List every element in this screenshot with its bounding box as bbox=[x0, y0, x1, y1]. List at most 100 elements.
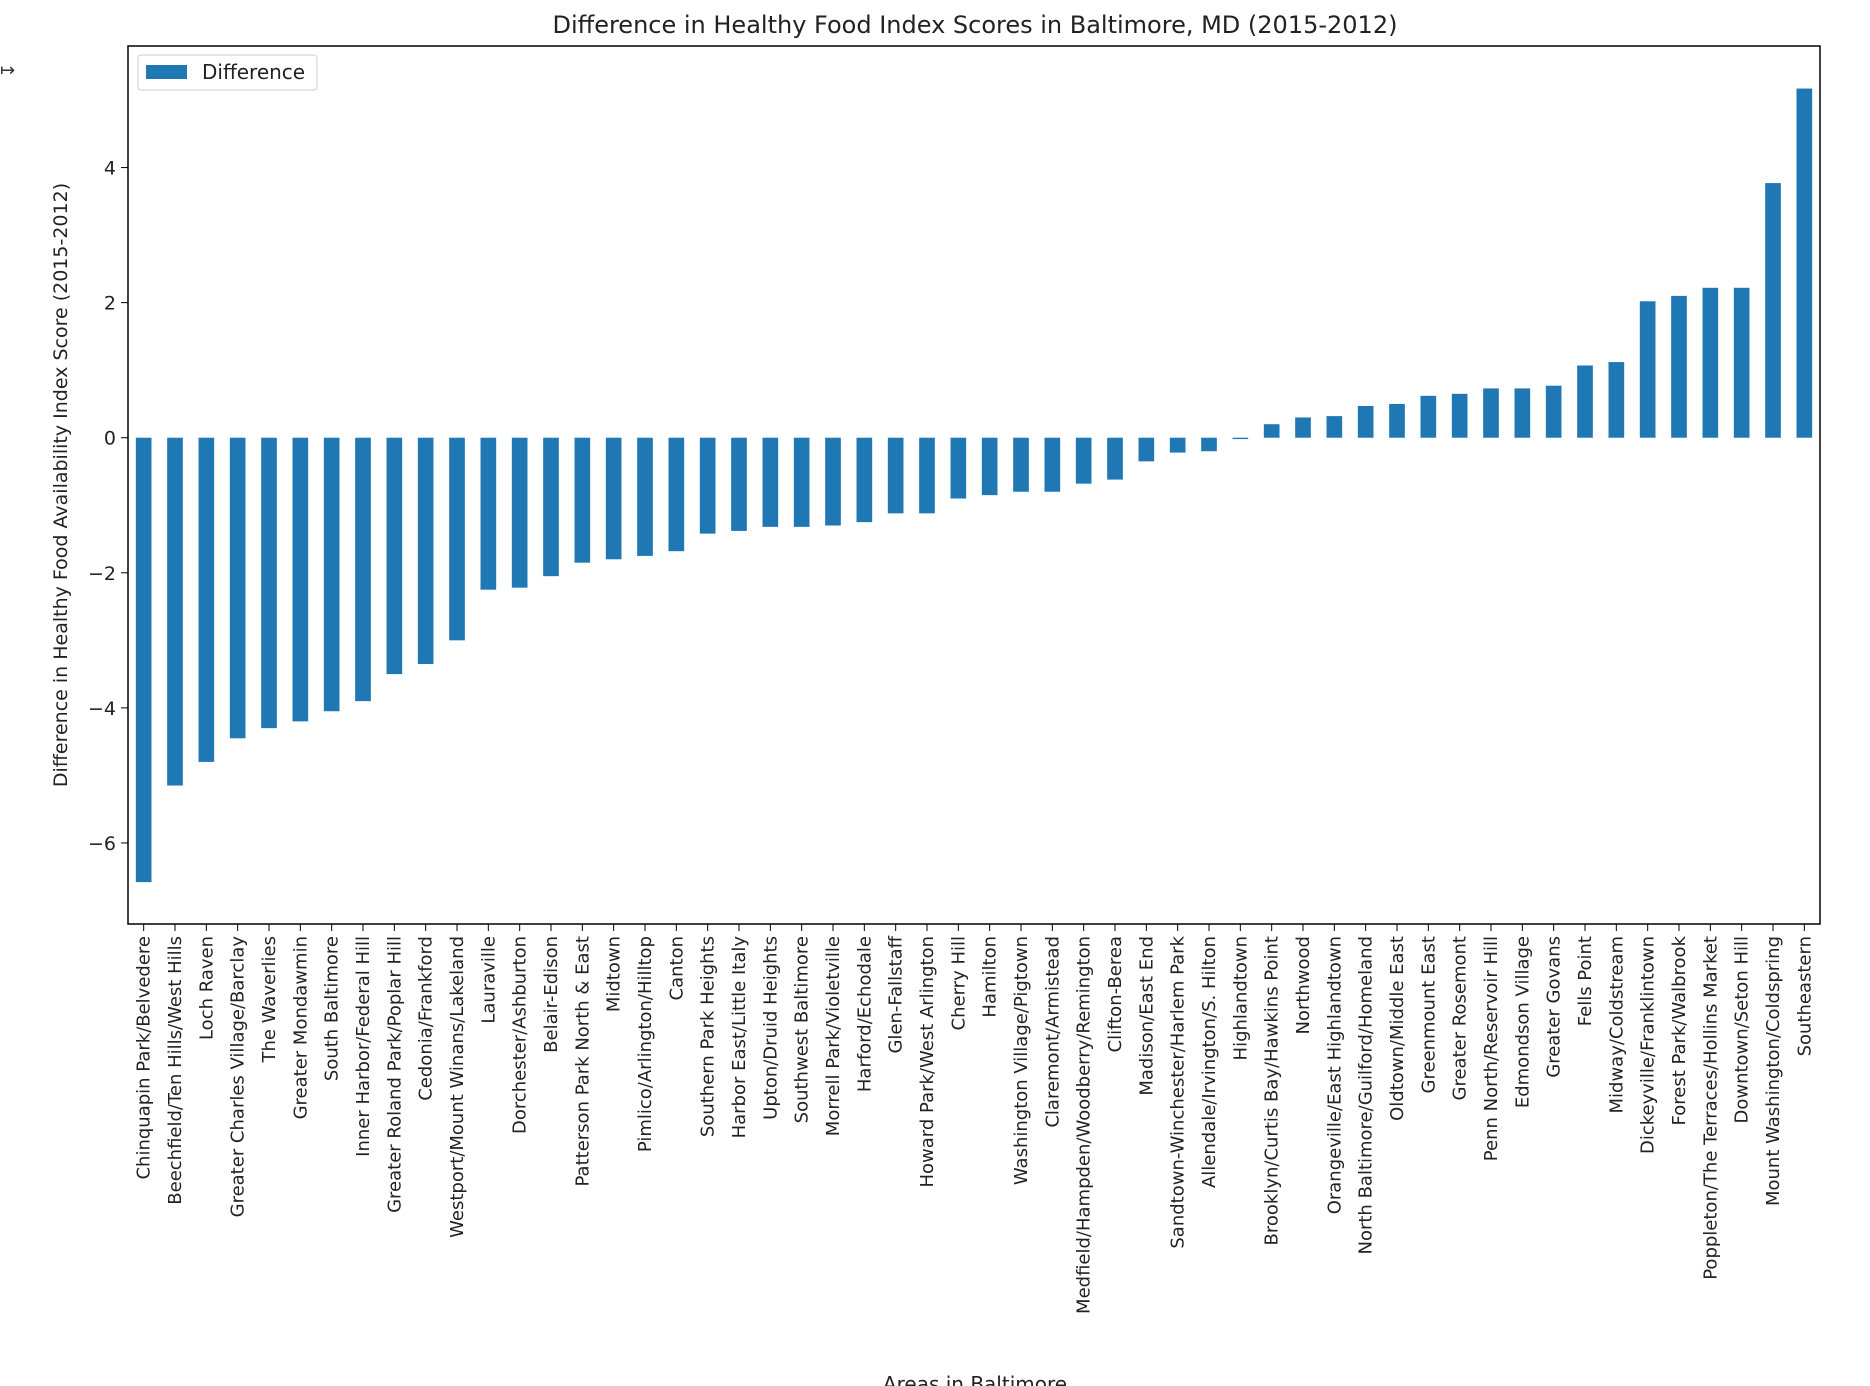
y-tick-label: 2 bbox=[104, 293, 116, 315]
x-tick-label: Midtown bbox=[604, 936, 625, 1012]
x-tick-label: Oldtown/Middle East bbox=[1387, 936, 1408, 1121]
x-tick-label: Cherry Hill bbox=[948, 936, 969, 1030]
stray-arrow-glyph: ↦ bbox=[0, 60, 16, 81]
bar-49 bbox=[1671, 295, 1687, 438]
x-tick-label: Greater Rosemont bbox=[1450, 936, 1471, 1101]
x-tick-label: Harbor East/Little Italy bbox=[729, 936, 750, 1139]
bar-2 bbox=[198, 437, 215, 762]
bar-48 bbox=[1639, 301, 1656, 438]
x-tick-label: Fells Point bbox=[1575, 936, 1596, 1026]
y-axis-label: Difference in Healthy Food Availability … bbox=[50, 183, 72, 787]
x-tick-label: The Waverlies bbox=[259, 936, 280, 1063]
legend-box bbox=[137, 54, 318, 91]
legend-label: Difference bbox=[202, 60, 305, 84]
bar-21 bbox=[793, 437, 810, 527]
bar-36 bbox=[1263, 424, 1280, 438]
bar-46 bbox=[1577, 365, 1593, 438]
x-tick-label: Canton bbox=[666, 936, 687, 1001]
bar-4 bbox=[261, 437, 277, 729]
bar-13 bbox=[543, 437, 559, 577]
bar-16 bbox=[637, 437, 653, 556]
bar-6 bbox=[323, 437, 340, 712]
bar-7 bbox=[355, 437, 371, 702]
bar-17 bbox=[668, 437, 685, 552]
x-tick-label: Morrell Park/Violetville bbox=[823, 936, 844, 1136]
bar-52 bbox=[1765, 183, 1781, 438]
bar-40 bbox=[1389, 403, 1405, 438]
bar-53 bbox=[1796, 88, 1813, 438]
x-tick-label: North Baltimore/Guilford/Homeland bbox=[1356, 936, 1377, 1255]
x-tick-label: Greater Charles Village/Barclay bbox=[228, 936, 249, 1218]
bar-38 bbox=[1326, 416, 1343, 438]
bar-50 bbox=[1702, 287, 1719, 438]
bar-29 bbox=[1044, 437, 1061, 492]
x-tick-label: Pimlico/Arlington/Hilltop bbox=[635, 936, 656, 1152]
plot-area-frame bbox=[127, 45, 1821, 925]
x-tick-label: Greater Roland Park/Poplar Hill bbox=[384, 936, 405, 1213]
bar-18 bbox=[699, 437, 716, 534]
x-tick-label: Westport/Mount Winans/Lakeland bbox=[447, 936, 468, 1238]
x-tick-label: Upton/Druid Heights bbox=[760, 936, 781, 1120]
x-tick-label: Southern Park Heights bbox=[698, 936, 719, 1137]
bar-23 bbox=[856, 437, 873, 523]
x-tick-label: Claremont/Armistead bbox=[1042, 936, 1063, 1128]
x-tick-label: Dorchester/Ashburton bbox=[510, 936, 531, 1134]
bar-15 bbox=[605, 437, 622, 560]
bar-22 bbox=[825, 437, 841, 526]
x-tick-label: Washington Village/Pigtown bbox=[1011, 936, 1032, 1185]
x-tick-label: Clifton-Berea bbox=[1105, 936, 1126, 1052]
y-tick-label: 4 bbox=[104, 158, 116, 180]
x-tick-label: Greater Govans bbox=[1544, 936, 1565, 1078]
x-tick-label: Madison/East End bbox=[1136, 936, 1157, 1096]
bar-31 bbox=[1107, 437, 1123, 480]
bar-34 bbox=[1201, 437, 1217, 452]
bar-44 bbox=[1514, 388, 1531, 438]
bar-47 bbox=[1608, 362, 1625, 438]
bar-37 bbox=[1295, 417, 1311, 438]
bar-9 bbox=[417, 437, 434, 664]
x-tick-label: Highlandtown bbox=[1230, 936, 1251, 1060]
y-axis: −6 −4 −2 0 2 4 bbox=[88, 158, 128, 855]
bar-1 bbox=[167, 437, 183, 786]
x-tick-label: Howard Park/West Arlington bbox=[917, 936, 938, 1188]
bar-19 bbox=[731, 437, 747, 531]
x-tick-label: Cedonia/Frankford bbox=[416, 936, 437, 1101]
legend: Difference bbox=[137, 54, 318, 91]
x-tick-label: Glen-Fallstaff bbox=[886, 935, 907, 1053]
legend-swatch bbox=[146, 65, 187, 79]
bar-33 bbox=[1169, 437, 1186, 453]
y-tick-label: −6 bbox=[88, 833, 116, 855]
x-tick-label: Greenmount East bbox=[1418, 936, 1439, 1094]
y-tick-label: −2 bbox=[88, 563, 116, 585]
x-tick-label: Hamilton bbox=[980, 936, 1001, 1018]
x-tick-label: Harford/Echodale bbox=[854, 936, 875, 1092]
x-tick-label: South Baltimore bbox=[322, 936, 343, 1081]
bar-45 bbox=[1545, 385, 1562, 438]
x-tick-label: Forest Park/Walbrook bbox=[1669, 935, 1690, 1125]
bars-group bbox=[135, 88, 1813, 883]
bar-12 bbox=[511, 437, 528, 588]
y-tick-label: 0 bbox=[104, 428, 116, 450]
x-tick-label: Dickeyville/Franklintown bbox=[1638, 936, 1659, 1154]
x-tick-label: Brooklyn/Curtis Bay/Hawkins Point bbox=[1262, 936, 1283, 1245]
x-axis-label: Areas in Baltimore bbox=[883, 1372, 1067, 1386]
x-tick-label: Downtown/Seton Hill bbox=[1732, 936, 1753, 1124]
x-tick-label: Belair-Edison bbox=[541, 936, 562, 1053]
bar-42 bbox=[1451, 393, 1468, 438]
bar-14 bbox=[574, 437, 591, 563]
bar-25 bbox=[919, 437, 935, 514]
bar-10 bbox=[449, 437, 465, 641]
x-tick-label: Southeastern bbox=[1794, 936, 1815, 1056]
y-tick-label: −4 bbox=[88, 698, 116, 720]
bar-41 bbox=[1420, 395, 1437, 438]
x-tick-label: Lauraville bbox=[478, 936, 499, 1024]
bar-51 bbox=[1733, 287, 1750, 438]
bar-27 bbox=[981, 437, 998, 496]
bar-43 bbox=[1483, 388, 1499, 438]
bar-11 bbox=[480, 437, 497, 590]
x-tick-label: Poppleton/The Terraces/Hollins Market bbox=[1700, 936, 1721, 1280]
x-tick-label: Penn North/Reservoir Hill bbox=[1481, 936, 1502, 1161]
bar-3 bbox=[229, 437, 246, 739]
x-tick-label: Beechfield/Ten Hills/West Hills bbox=[165, 936, 186, 1205]
x-tick-label: Northwood bbox=[1293, 936, 1314, 1035]
